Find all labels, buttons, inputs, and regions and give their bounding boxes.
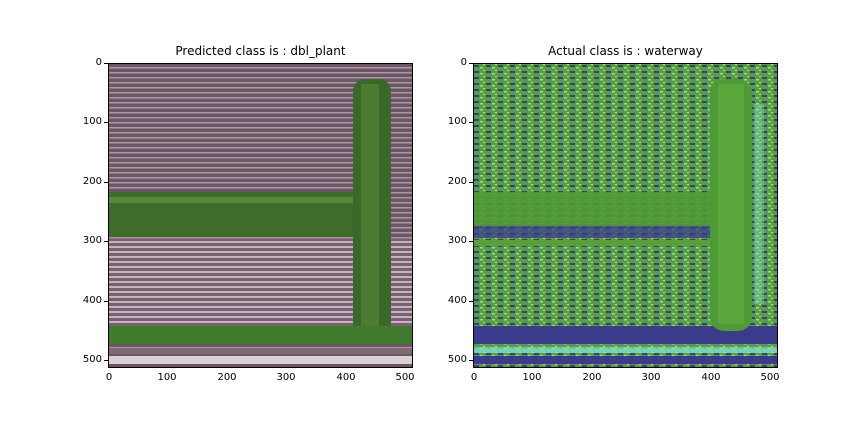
right-x-tick-100: 100 [522,372,542,383]
left-x-tick-200: 200 [217,372,237,383]
left-x-tick-500: 500 [395,372,415,383]
left-y-tick-0: 0 [95,57,102,68]
left-y-tick-100: 100 [82,116,102,127]
left-x-tick-300: 300 [276,372,296,383]
right-y-tick-200: 200 [447,176,467,187]
left-y-tick-300: 300 [82,235,102,246]
right-y-tick-mark [469,182,473,183]
right-y-tick-500: 500 [447,354,467,365]
right-y-tick-mark [469,122,473,123]
left-y-tick-mark [104,182,108,183]
right-x-tick-500: 500 [760,372,780,383]
left-y-tick-500: 500 [82,354,102,365]
left-y-tick-mark [104,63,108,64]
left-y-tick-mark [104,360,108,361]
right-y-tick-300: 300 [447,235,467,246]
right-y-tick-400: 400 [447,295,467,306]
left-x-tick-0: 0 [105,372,113,383]
right-y-tick-mark [469,360,473,361]
right-x-tick-400: 400 [701,372,721,383]
left-panel-title: Predicted class is : dbl_plant [175,44,346,58]
left-y-tick-200: 200 [82,176,102,187]
right-y-tick-100: 100 [447,116,467,127]
right-x-tick-0: 0 [470,372,478,383]
left-y-tick-mark [104,241,108,242]
right-x-tick-300: 300 [641,372,661,383]
left-y-tick-mark [104,122,108,123]
actual-image [473,63,778,368]
right-y-tick-mark [469,301,473,302]
predicted-image [108,63,413,368]
right-x-tick-200: 200 [582,372,602,383]
right-y-tick-0: 0 [460,57,467,68]
right-panel-title: Actual class is : waterway [548,44,703,58]
left-y-tick-400: 400 [82,295,102,306]
right-y-tick-mark [469,241,473,242]
left-x-tick-400: 400 [336,372,356,383]
left-y-tick-mark [104,301,108,302]
left-x-tick-100: 100 [157,372,177,383]
right-y-tick-mark [469,63,473,64]
